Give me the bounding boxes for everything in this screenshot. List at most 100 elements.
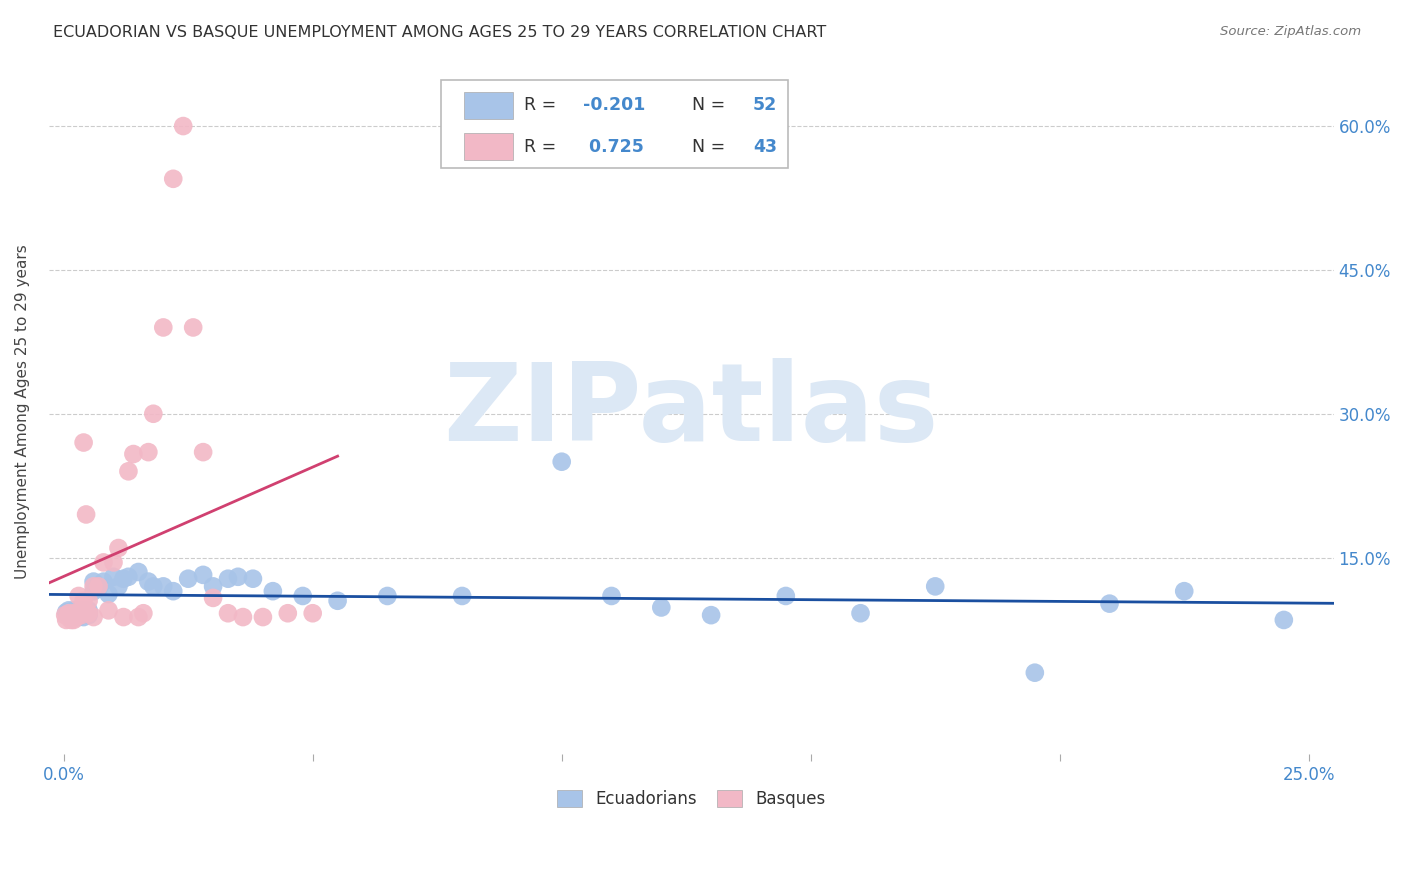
Y-axis label: Unemployment Among Ages 25 to 29 years: Unemployment Among Ages 25 to 29 years (15, 244, 30, 579)
Point (291, 589, 314, 603)
Point (83, 610, 105, 624)
Text: R =: R = (524, 96, 562, 114)
Text: ZIPatlas: ZIPatlas (443, 359, 939, 465)
Text: ECUADORIAN VS BASQUE UNEMPLOYMENT AMONG AGES 25 TO 29 YEARS CORRELATION CHART: ECUADORIAN VS BASQUE UNEMPLOYMENT AMONG … (53, 25, 827, 40)
Point (83, 574, 105, 589)
Point (232, 610, 254, 624)
Point (67, 606, 90, 620)
Point (191, 445, 214, 459)
Point (87, 579, 110, 593)
Point (117, 570, 139, 584)
Point (62, 603, 84, 617)
Point (58, 610, 80, 624)
Point (58, 603, 80, 617)
Point (67, 606, 90, 620)
Point (103, 570, 125, 584)
Point (55, 605, 77, 619)
Point (242, 572, 264, 586)
Point (62, 613, 84, 627)
Text: -0.201: -0.201 (583, 96, 645, 114)
Point (551, 455, 574, 469)
Point (87, 582, 110, 596)
Point (326, 594, 349, 608)
Point (1024, 665, 1046, 680)
Point (83, 579, 105, 593)
Text: Source: ZipAtlas.com: Source: ZipAtlas.com (1220, 25, 1361, 38)
Point (67, 610, 90, 624)
Point (77, 606, 100, 620)
Point (172, 119, 194, 133)
Point (181, 320, 204, 334)
Point (93, 574, 115, 589)
Point (60, 610, 83, 624)
Point (117, 464, 139, 478)
Text: 43: 43 (752, 137, 778, 156)
Point (77, 608, 100, 623)
Point (77, 594, 100, 608)
Point (107, 541, 129, 555)
Point (62, 606, 84, 620)
Text: 0.725: 0.725 (583, 137, 644, 156)
Point (1272, 613, 1295, 627)
Legend: Ecuadorians, Basques: Ecuadorians, Basques (550, 783, 832, 814)
Point (77, 603, 100, 617)
Point (55, 613, 77, 627)
FancyBboxPatch shape (464, 92, 513, 120)
Point (75, 508, 97, 522)
Point (97, 603, 120, 617)
Point (202, 579, 225, 593)
Point (377, 589, 399, 603)
Point (301, 606, 323, 620)
Point (138, 574, 160, 589)
Point (1098, 597, 1121, 611)
Point (127, 565, 149, 579)
Point (67, 603, 90, 617)
Point (67, 589, 90, 603)
Point (112, 610, 135, 624)
Point (53, 608, 76, 623)
Point (93, 556, 115, 570)
Point (58, 606, 80, 620)
Point (127, 610, 149, 624)
Point (849, 606, 872, 620)
Point (152, 579, 174, 593)
Point (262, 584, 284, 599)
Point (202, 591, 225, 605)
Point (72, 594, 94, 608)
Text: N =: N = (681, 137, 731, 156)
FancyBboxPatch shape (464, 133, 513, 161)
Point (72, 606, 94, 620)
Point (112, 572, 135, 586)
Point (60, 613, 83, 627)
Point (650, 600, 672, 615)
Text: N =: N = (681, 96, 731, 114)
Point (152, 320, 174, 334)
Point (72, 603, 94, 617)
Text: R =: R = (524, 137, 562, 156)
Point (60, 608, 83, 623)
Point (277, 606, 299, 620)
Point (700, 608, 723, 623)
Point (252, 610, 274, 624)
Point (97, 587, 120, 601)
Point (58, 606, 80, 620)
Point (217, 606, 239, 620)
Point (191, 567, 214, 582)
Point (217, 572, 239, 586)
Point (83, 584, 105, 599)
Point (226, 570, 249, 584)
Point (72, 610, 94, 624)
Point (924, 579, 946, 593)
Point (65, 606, 87, 620)
Point (122, 447, 145, 461)
Point (103, 556, 125, 570)
Point (107, 579, 129, 593)
Point (62, 606, 84, 620)
Point (62, 608, 84, 623)
Point (600, 589, 623, 603)
Point (77, 606, 100, 620)
Point (177, 572, 200, 586)
Point (775, 589, 797, 603)
Point (65, 610, 87, 624)
Point (72, 435, 94, 450)
